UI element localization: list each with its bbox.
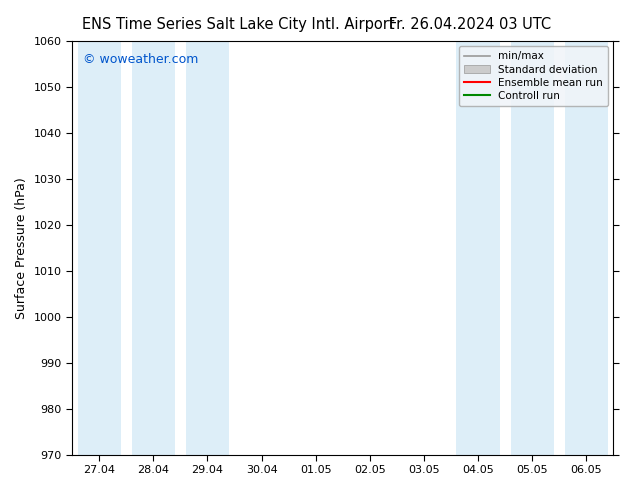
Bar (132, 41, 175, 455)
Bar (510, 41, 554, 455)
Text: Fr. 26.04.2024 03 UTC: Fr. 26.04.2024 03 UTC (389, 17, 552, 32)
Text: © woweather.com: © woweather.com (83, 53, 198, 67)
Text: ENS Time Series Salt Lake City Intl. Airport: ENS Time Series Salt Lake City Intl. Air… (82, 17, 395, 32)
Bar (186, 41, 229, 455)
Bar (77, 41, 121, 455)
Y-axis label: Surface Pressure (hPa): Surface Pressure (hPa) (15, 177, 28, 318)
Bar (565, 41, 608, 455)
Bar (456, 41, 500, 455)
Legend: min/max, Standard deviation, Ensemble mean run, Controll run: min/max, Standard deviation, Ensemble me… (458, 46, 608, 106)
